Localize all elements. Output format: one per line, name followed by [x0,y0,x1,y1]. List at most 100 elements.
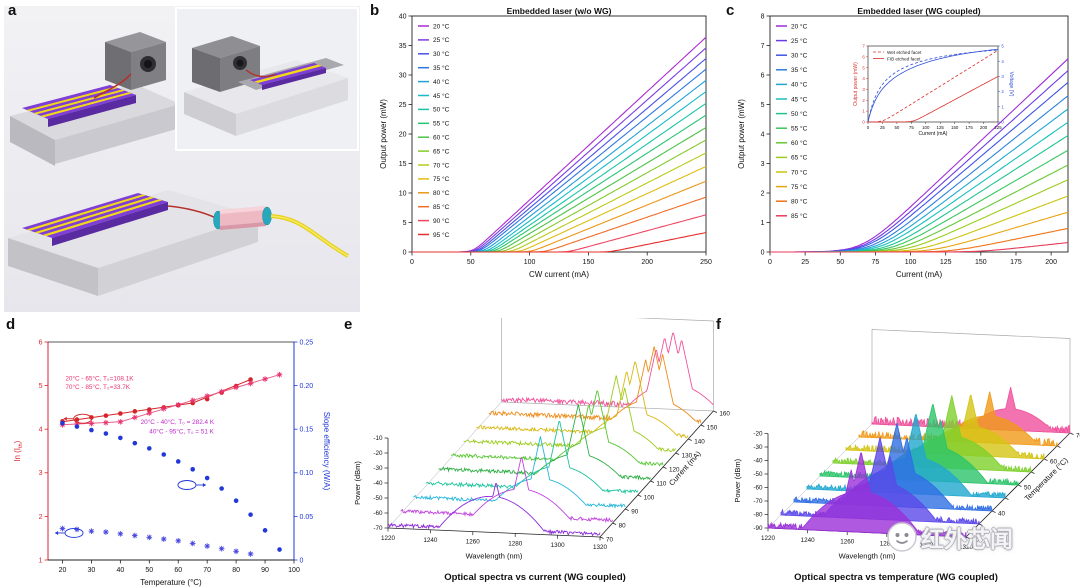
slope-eff-point [190,467,196,472]
svg-text:Power (dBm): Power (dBm) [353,461,362,505]
svg-text:0: 0 [768,259,772,266]
ln-ith-point [132,409,138,414]
svg-text:150: 150 [951,125,959,130]
svg-text:6: 6 [862,54,865,59]
svg-text:4: 4 [761,131,765,138]
panel-b-title: Embedded laser (w/o WG) [506,6,612,16]
svg-text:25: 25 [399,102,407,109]
lensed-fiber-assembly [213,206,349,258]
svg-text:40 °C: 40 °C [433,78,450,86]
panel-d-label: d [6,316,16,333]
svg-text:2: 2 [862,98,865,103]
spectrum-curve [425,421,639,495]
slope-eff-point [204,475,210,481]
svg-text:200: 200 [1045,259,1057,266]
series-line [412,231,707,253]
svg-text:100: 100 [922,125,930,130]
svg-text:50: 50 [467,259,475,266]
svg-text:25 °C: 25 °C [791,37,808,45]
panel-b-chart: 0 50 100 150 200 250 0 5 10 15 20 25 30 35 40 CW curren… [379,13,712,279]
slope-eff-point [248,512,253,517]
svg-text:Power (dBm): Power (dBm) [733,458,742,502]
svg-text:95 °C: 95 °C [433,231,450,239]
series-line [412,214,707,253]
ln-ith-point [146,407,152,412]
svg-text:0: 0 [761,249,765,256]
ln-ith-point [248,377,253,382]
svg-text:Temperature (°C): Temperature (°C) [140,578,202,587]
bond-wire [93,73,132,99]
svg-text:Temperature (°C): Temperature (°C) [1023,455,1070,502]
panel-b-label: b [370,2,380,19]
svg-text:30 °C: 30 °C [433,50,450,58]
spectrum-curve [501,332,714,408]
svg-text:75 °C: 75 °C [433,175,450,183]
ln-ith-point [103,413,109,418]
svg-text:50 °C: 50 °C [791,110,808,118]
svg-text:Output power (mW): Output power (mW) [379,99,388,169]
svg-text:80: 80 [619,523,627,530]
panel-d-chart: 20 30 40 50 60 70 80 90 10012345600.050.100.150.… [13,339,331,587]
svg-text:Output power (mW): Output power (mW) [737,99,746,169]
svg-text:2: 2 [1001,89,1004,94]
svg-text:1280: 1280 [880,540,895,547]
svg-text:1280: 1280 [508,540,523,547]
svg-text:2: 2 [39,514,43,521]
svg-text:150: 150 [975,259,987,266]
panel-e-chart: -70 -60 -50 -40 -30 -20 -10 Power (dBm) 1220 1240… [353,318,730,561]
svg-text:0: 0 [862,120,865,125]
svg-text:55 °C: 55 °C [791,125,808,133]
svg-text:65 °C: 65 °C [791,154,808,162]
svg-text:140: 140 [694,439,705,446]
svg-text:Slope efficiency (W/A): Slope efficiency (W/A) [322,412,331,491]
device-top-left [10,32,180,166]
svg-text:3: 3 [862,87,865,92]
svg-text:25: 25 [801,259,809,266]
svg-text:40°C - 95°C, T₀ = 51 K: 40°C - 95°C, T₀ = 51 K [149,428,214,436]
svg-text:100: 100 [524,259,536,266]
svg-text:7: 7 [862,44,865,49]
svg-text:1320: 1320 [959,544,974,551]
svg-text:30: 30 [399,72,407,79]
svg-text:5: 5 [1001,44,1004,49]
laser-chip [22,85,136,127]
slope-eff-point [233,498,239,504]
svg-text:-20: -20 [373,450,383,457]
spectrum-curve [450,390,664,467]
svg-text:55 °C: 55 °C [433,120,450,128]
series-line [412,139,707,253]
svg-text:1240: 1240 [801,537,816,544]
svg-text:60 °C: 60 °C [791,139,808,147]
svg-text:175: 175 [1010,259,1022,266]
spectrum-curve [488,346,702,425]
svg-text:1300: 1300 [551,542,566,549]
slope-eff-point [74,424,80,429]
spectrum-curve [476,361,689,439]
inset-frame [867,45,999,123]
svg-text:70°C - 85°C, T₀=33.7K: 70°C - 85°C, T₀=33.7K [65,383,130,391]
svg-text:0: 0 [410,259,414,266]
svg-text:100: 100 [644,495,655,502]
svg-text:60: 60 [174,567,182,574]
svg-text:150: 150 [707,425,718,432]
svg-text:-90: -90 [753,525,763,532]
svg-text:20: 20 [399,131,407,138]
svg-text:25 °C: 25 °C [433,36,450,44]
bond-wire [167,205,217,219]
panel-f-caption: Optical spectra vs temperature (WG coupl… [794,572,998,583]
svg-text:50: 50 [145,567,153,574]
svg-text:30: 30 [88,567,96,574]
series-line [770,211,1069,253]
svg-text:40: 40 [116,567,124,574]
svg-text:60 °C: 60 °C [433,134,450,142]
svg-text:35 °C: 35 °C [433,64,450,72]
svg-text:85 °C: 85 °C [791,212,808,220]
svg-text:7: 7 [761,43,765,50]
svg-text:200: 200 [641,259,653,266]
svg-text:8: 8 [761,13,765,20]
svg-text:1220: 1220 [761,535,776,542]
svg-text:0.10: 0.10 [300,470,314,477]
svg-text:0.20: 0.20 [300,383,314,390]
svg-text:-80: -80 [753,512,763,519]
